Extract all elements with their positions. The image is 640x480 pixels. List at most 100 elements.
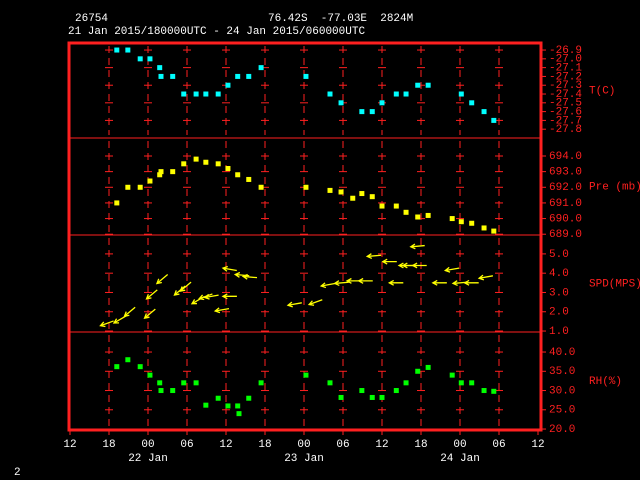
x-tick-label: 00 [297,439,310,451]
data-point [481,388,487,394]
data-point [215,395,221,401]
wind-arrow [213,307,230,314]
data-point [181,161,187,167]
data-point [327,187,333,193]
data-point [403,380,409,386]
data-point [393,91,399,97]
wind-arrow [221,293,237,300]
wind-arrow [112,315,127,324]
y-tick-label: 35.0 [549,366,575,378]
data-point [369,394,375,400]
y-tick-label: -26.9 [549,45,582,57]
y-tick-label: -27.0 [549,54,582,66]
wind-arrow [221,265,237,272]
data-point [114,47,120,53]
data-point [425,82,431,88]
wind-arrow [357,277,373,284]
data-point [114,364,120,370]
data-point [235,73,241,79]
wind-arrow [463,279,479,286]
data-point [449,216,455,222]
x-tick-label: 06 [336,439,349,451]
wind-arrow [381,258,397,265]
x-tick-label: 18 [414,439,427,451]
data-point [359,388,365,394]
data-point [203,402,209,408]
data-point [170,388,176,394]
y-axis-label: Pre (mb) [589,181,640,193]
wind-arrow [431,279,447,286]
data-point [193,156,199,162]
wind-arrow [365,253,382,260]
data-point [225,403,231,409]
data-point [215,91,221,97]
data-point [469,100,475,106]
y-tick-label: 690.0 [549,213,582,225]
data-point [379,100,385,106]
data-point [203,91,209,97]
y-tick-label: 2.0 [549,307,569,319]
y-tick-label: 694.0 [549,151,582,163]
data-point [114,200,120,206]
data-point [379,203,385,209]
data-point [181,91,187,97]
data-point [359,109,365,115]
data-point [193,380,199,386]
y-tick-label: 20.0 [549,424,575,436]
wind-arrow [203,293,219,300]
wind-arrow [387,279,404,286]
data-point [338,394,344,400]
data-point [458,380,464,386]
data-point [246,395,252,401]
y-tick-label: 4.0 [549,268,569,280]
data-point [158,388,164,394]
data-point [125,357,131,363]
wind-arrow [179,281,192,293]
data-point [481,109,487,115]
wind-arrow [286,301,302,308]
wind-arrow [333,280,349,287]
data-point [379,394,385,400]
data-point [225,166,231,172]
y-tick-label: -27.7 [549,115,582,127]
data-point [359,191,365,197]
y-tick-label: -27.6 [549,107,582,119]
data-point [393,203,399,209]
data-point [215,161,221,167]
x-tick-label: 12 [531,439,544,451]
data-point [415,368,421,374]
station-id: 26754 [75,13,108,25]
y-tick-label: 692.0 [549,182,582,194]
data-point [327,380,333,386]
data-point [403,91,409,97]
y-tick-label: 25.0 [549,405,575,417]
data-point [415,82,421,88]
data-point [157,65,163,71]
data-point [469,380,475,386]
data-point [258,380,264,386]
data-point [393,388,399,394]
y-axis-label: SPD(MPS) [589,278,640,290]
data-point [125,47,131,53]
data-point [327,91,333,97]
data-point [158,169,164,175]
data-point [170,169,176,175]
data-point [258,65,264,71]
y-tick-label: 693.0 [549,167,582,179]
data-point [225,82,231,88]
wind-arrow [409,243,425,250]
y-tick-label: 689.0 [549,229,582,241]
data-point [235,403,241,409]
data-point [458,91,464,97]
data-point [425,212,431,218]
data-point [415,214,421,220]
day-label: 24 Jan [440,453,480,465]
data-point [147,56,153,62]
data-point [235,172,241,178]
wind-arrow [241,273,258,280]
y-tick-label: 5.0 [549,249,569,261]
wind-arrow [173,285,186,296]
data-point [236,411,242,417]
